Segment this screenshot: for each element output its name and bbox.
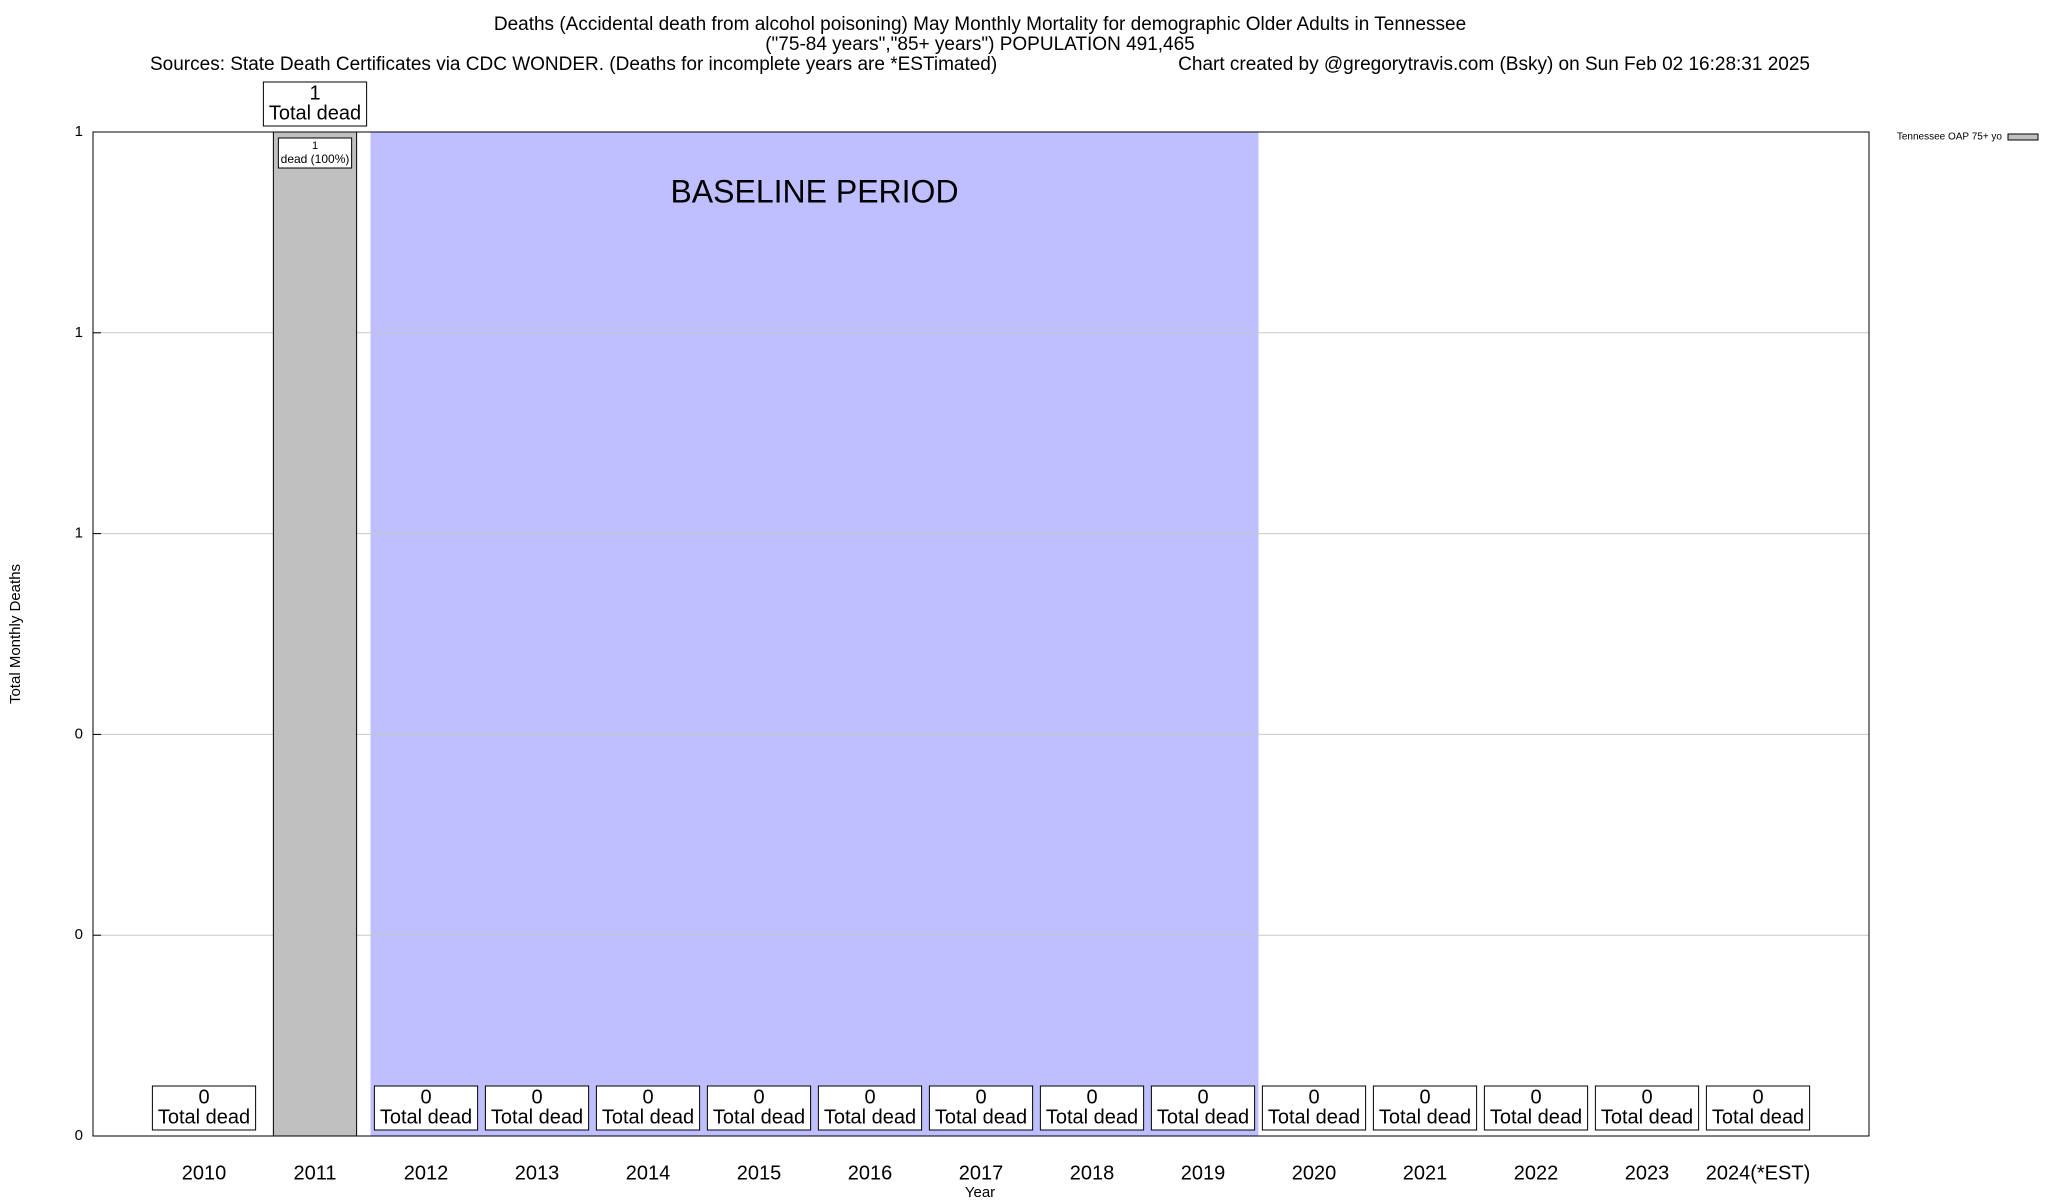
value-label: 0 <box>1530 1086 1541 1108</box>
value-label: 0 <box>753 1086 764 1108</box>
inner-label: dead (100%) <box>281 152 350 166</box>
inner-label-box <box>277 137 353 169</box>
value-label: 0 <box>864 1086 875 1108</box>
plot-frame <box>92 131 1870 1137</box>
value-label-box <box>262 81 368 127</box>
x-tick-label: 2012 <box>404 1162 449 1184</box>
y-tick-label: 1 <box>75 324 83 341</box>
value-caption: Total dead <box>380 1106 472 1128</box>
x-tick-label: 2013 <box>515 1162 560 1184</box>
value-label-box <box>1150 1085 1256 1131</box>
x-tick-label: 2016 <box>848 1162 893 1184</box>
chart-title: Deaths (Accidental death from alcohol po… <box>494 14 1466 35</box>
value-caption: Total dead <box>491 1106 583 1128</box>
value-caption: Total dead <box>1046 1106 1138 1128</box>
value-caption: Total dead <box>713 1106 805 1128</box>
value-label: 0 <box>1419 1086 1430 1108</box>
value-label-box <box>1039 1085 1145 1131</box>
value-label-box <box>706 1085 812 1131</box>
x-tick-label: 2011 <box>293 1162 336 1184</box>
x-tick-label: 2010 <box>182 1162 227 1184</box>
value-label-box <box>1594 1085 1700 1131</box>
value-caption: Total dead <box>1712 1106 1804 1128</box>
value-caption: Total dead <box>1379 1106 1471 1128</box>
y-tick-label: 1 <box>75 123 83 140</box>
value-label: 0 <box>642 1086 653 1108</box>
x-tick-label: 2021 <box>1403 1162 1448 1184</box>
credit-note: Chart created by @gregorytravis.com (Bsk… <box>1178 54 1810 75</box>
x-tick-label: 2022 <box>1514 1162 1559 1184</box>
value-label: 0 <box>975 1086 986 1108</box>
x-tick-label: 2020 <box>1292 1162 1337 1184</box>
value-label: 1 <box>309 82 320 104</box>
value-label-box <box>1372 1085 1478 1131</box>
baseline-label: BASELINE PERIOD <box>670 173 958 209</box>
inner-label-value: 1 <box>312 140 318 152</box>
value-label-box <box>1261 1085 1367 1131</box>
value-label: 0 <box>1086 1086 1097 1108</box>
y-tick-label: 0 <box>75 725 83 742</box>
x-tick-label: 2018 <box>1070 1162 1115 1184</box>
value-caption: Total dead <box>158 1106 250 1128</box>
x-tick-label: 2024(*EST) <box>1706 1162 1811 1184</box>
value-caption: Total dead <box>1490 1106 1582 1128</box>
value-caption: Total dead <box>935 1106 1027 1128</box>
value-label-box <box>484 1085 590 1131</box>
value-caption: Total dead <box>1601 1106 1693 1128</box>
value-label-box <box>151 1085 257 1131</box>
value-caption: Total dead <box>602 1106 694 1128</box>
y-tick-label: 1 <box>75 525 83 542</box>
value-label: 0 <box>198 1086 209 1108</box>
value-caption: Total dead <box>1157 1106 1249 1128</box>
value-label: 0 <box>1197 1086 1208 1108</box>
value-caption: Total dead <box>1268 1106 1360 1128</box>
value-label-box <box>373 1085 479 1131</box>
baseline-region <box>370 132 1259 1136</box>
value-label: 0 <box>531 1086 542 1108</box>
x-axis-title: Year <box>965 1184 995 1200</box>
y-tick-label: 0 <box>75 1127 83 1144</box>
x-tick-label: 2019 <box>1181 1162 1226 1184</box>
value-caption: Total dead <box>269 102 361 124</box>
legend-label: Tennessee OAP 75+ yo <box>1897 132 2003 143</box>
chart-subtitle: ("75-84 years","85+ years") POPULATION 4… <box>765 34 1195 55</box>
value-label-box <box>595 1085 701 1131</box>
legend-swatch <box>2007 133 2039 141</box>
y-tick-label: 0 <box>75 926 83 943</box>
x-tick-label: 2015 <box>737 1162 782 1184</box>
value-caption: Total dead <box>824 1106 916 1128</box>
value-label: 0 <box>1752 1086 1763 1108</box>
y-axis-title: Total Monthly Deaths <box>7 564 24 704</box>
source-note: Sources: State Death Certificates via CD… <box>150 54 997 75</box>
value-label-box <box>1483 1085 1589 1131</box>
x-tick-label: 2017 <box>959 1162 1004 1184</box>
x-tick-label: 2023 <box>1625 1162 1670 1184</box>
x-tick-label: 2014 <box>626 1162 671 1184</box>
value-label-box <box>817 1085 923 1131</box>
value-label: 0 <box>420 1086 431 1108</box>
value-label-box <box>1705 1085 1811 1131</box>
bar <box>272 131 358 1137</box>
value-label-box <box>928 1085 1034 1131</box>
value-label: 0 <box>1641 1086 1652 1108</box>
value-label: 0 <box>1308 1086 1319 1108</box>
